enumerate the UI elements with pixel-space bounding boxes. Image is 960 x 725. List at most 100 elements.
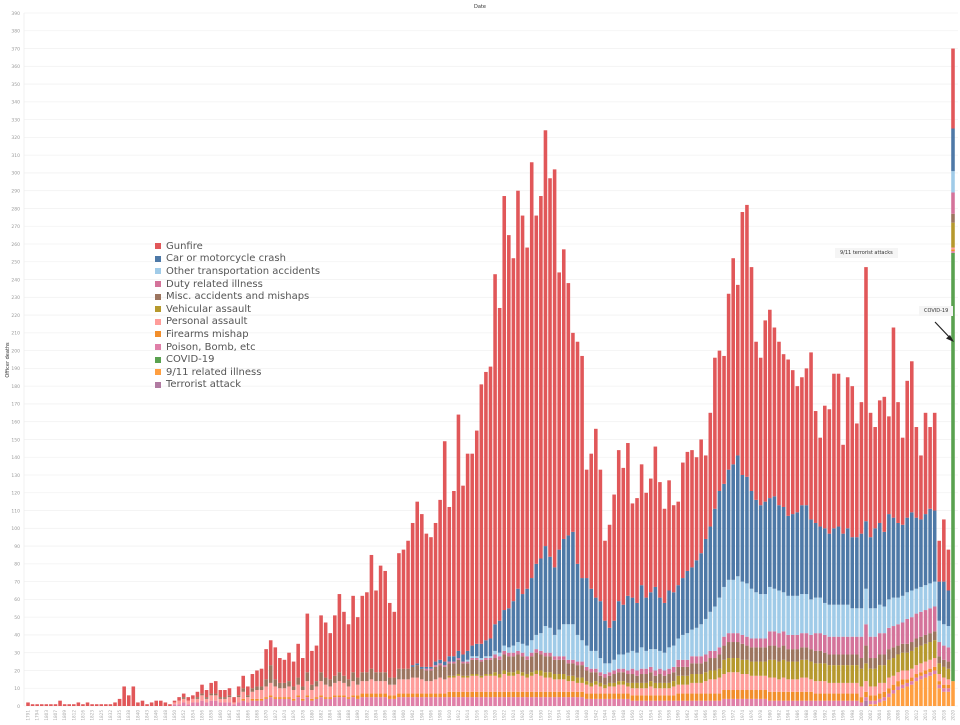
- bar-segment-misc-accidents-and-mishaps[interactable]: [507, 656, 511, 673]
- bar-segment-gunfire[interactable]: [35, 704, 39, 706]
- bar-segment-firearms-mishap[interactable]: [273, 697, 278, 699]
- bar-segment-duty-related-illness[interactable]: [713, 650, 717, 659]
- bar-segment-other-transportation-accidents[interactable]: [566, 624, 571, 660]
- bar-segment-personal-assault[interactable]: [626, 686, 630, 694]
- bar-segment-misc-accidents-and-mishaps[interactable]: [758, 647, 763, 662]
- bar-segment-misc-accidents-and-mishaps[interactable]: [415, 665, 420, 678]
- bar-segment-gunfire[interactable]: [603, 540, 607, 621]
- bar-segment-personal-assault[interactable]: [236, 697, 241, 703]
- bar-segment-firearms-mishap[interactable]: [300, 698, 305, 701]
- bar-segment-firearms-mishap[interactable]: [415, 693, 420, 698]
- bar-segment-duty-related-illness[interactable]: [850, 636, 855, 655]
- bar-1902[interactable]: [410, 522, 415, 706]
- bar-1850[interactable]: [172, 700, 177, 706]
- bar-segment-poison-bomb-etc[interactable]: [749, 698, 754, 706]
- bar-segment-vehicular-assault[interactable]: [868, 668, 873, 687]
- bar-segment-car-or-motorcycle-crash[interactable]: [932, 510, 937, 582]
- bar-segment-other-transportation-accidents[interactable]: [525, 645, 529, 657]
- bar-segment-poison-bomb-etc[interactable]: [671, 700, 676, 706]
- bar-segment-poison-bomb-etc[interactable]: [772, 700, 777, 706]
- bar-1812[interactable]: [72, 704, 76, 706]
- bar-segment-car-or-motorcycle-crash[interactable]: [914, 517, 919, 589]
- bar-segment-gunfire[interactable]: [342, 611, 346, 676]
- bar-segment-car-or-motorcycle-crash[interactable]: [612, 620, 616, 660]
- bar-segment-car-or-motorcycle-crash[interactable]: [717, 490, 722, 598]
- bar-segment-misc-accidents-and-mishaps[interactable]: [859, 658, 864, 669]
- bar-segment-other-transportation-accidents[interactable]: [891, 597, 896, 627]
- bar-segment-firearms-mishap[interactable]: [566, 691, 571, 698]
- bar-segment-gunfire[interactable]: [552, 169, 557, 568]
- bar-1891[interactable]: [360, 595, 365, 706]
- bar-1966[interactable]: [703, 455, 708, 706]
- bar-segment-other-transportation-accidents[interactable]: [882, 606, 887, 634]
- bar-segment-other-transportation-accidents[interactable]: [543, 626, 548, 653]
- bar-segment-duty-related-illness[interactable]: [539, 650, 543, 655]
- bar-2012[interactable]: [914, 427, 919, 706]
- bar-segment-9-11-related-illness[interactable]: [891, 693, 896, 706]
- bar-segment-personal-assault[interactable]: [543, 677, 548, 692]
- bar-segment-firearms-mishap[interactable]: [658, 695, 662, 701]
- bar-segment-duty-related-illness[interactable]: [447, 661, 452, 664]
- bar-segment-misc-accidents-and-mishaps[interactable]: [772, 645, 777, 660]
- bar-segment-duty-related-illness[interactable]: [548, 652, 552, 657]
- bar-segment-misc-accidents-and-mishaps[interactable]: [200, 693, 204, 696]
- bar-1892[interactable]: [365, 592, 369, 706]
- bar-segment-personal-assault[interactable]: [717, 677, 722, 694]
- bar-segment-gunfire[interactable]: [246, 686, 250, 696]
- bar-segment-misc-accidents-and-mishaps[interactable]: [465, 663, 470, 676]
- bar-segment-vehicular-assault[interactable]: [607, 682, 612, 687]
- bar-segment-gunfire[interactable]: [786, 359, 790, 516]
- bar-segment-duty-related-illness[interactable]: [529, 652, 534, 657]
- bar-segment-other-transportation-accidents[interactable]: [658, 650, 662, 669]
- bar-segment-duty-related-illness[interactable]: [653, 670, 658, 676]
- bar-segment-personal-assault[interactable]: [415, 677, 420, 694]
- bar-segment-other-transportation-accidents[interactable]: [616, 654, 621, 669]
- bar-segment-gunfire[interactable]: [465, 453, 470, 651]
- bar-segment-personal-assault[interactable]: [722, 674, 726, 691]
- bar-segment-duty-related-illness[interactable]: [786, 634, 790, 650]
- bar-segment-poison-bomb-etc[interactable]: [337, 697, 342, 706]
- bar-segment-misc-accidents-and-mishaps[interactable]: [836, 654, 841, 666]
- bar-segment-gunfire[interactable]: [278, 658, 282, 683]
- bar-segment-duty-related-illness[interactable]: [864, 624, 868, 646]
- bar-segment-duty-related-illness[interactable]: [882, 633, 887, 655]
- bar-segment-firearms-mishap[interactable]: [589, 693, 594, 699]
- bar-segment-other-transportation-accidents[interactable]: [699, 624, 703, 657]
- bar-segment-firearms-mishap[interactable]: [360, 693, 365, 698]
- bar-1864[interactable]: [236, 686, 241, 706]
- bar-segment-duty-related-illness[interactable]: [873, 636, 877, 659]
- bar-1874[interactable]: [282, 659, 287, 706]
- bar-segment-poison-bomb-etc[interactable]: [429, 697, 433, 706]
- bar-segment-misc-accidents-and-mishaps[interactable]: [397, 668, 401, 680]
- bar-segment-duty-related-illness[interactable]: [561, 656, 566, 660]
- bar-segment-personal-assault[interactable]: [813, 681, 818, 694]
- bar-segment-firearms-mishap[interactable]: [928, 668, 932, 673]
- bar-segment-duty-related-illness[interactable]: [543, 652, 548, 657]
- bar-segment-gunfire[interactable]: [763, 320, 768, 502]
- bar-segment-vehicular-assault[interactable]: [809, 661, 813, 680]
- bar-segment-poison-bomb-etc[interactable]: [351, 697, 355, 706]
- bar-segment-poison-bomb-etc[interactable]: [795, 700, 800, 706]
- bar-segment-poison-bomb-etc[interactable]: [200, 700, 204, 706]
- bar-segment-gunfire[interactable]: [323, 622, 328, 678]
- bar-segment-gunfire[interactable]: [442, 441, 447, 662]
- bar-1855[interactable]: [195, 691, 200, 706]
- bar-segment-personal-assault[interactable]: [653, 688, 658, 696]
- bar-segment-personal-assault[interactable]: [676, 684, 681, 694]
- bar-segment-duty-related-illness[interactable]: [937, 642, 942, 657]
- bar-segment-personal-assault[interactable]: [420, 679, 424, 694]
- bar-segment-personal-assault[interactable]: [191, 698, 195, 703]
- bar-1975[interactable]: [745, 204, 749, 706]
- bar-segment-gunfire[interactable]: [896, 402, 900, 523]
- bar-1911[interactable]: [452, 490, 456, 706]
- bar-segment-vehicular-assault[interactable]: [745, 659, 749, 675]
- bar-segment-personal-assault[interactable]: [493, 675, 497, 692]
- bar-1816[interactable]: [81, 704, 85, 706]
- bar-segment-firearms-mishap[interactable]: [264, 697, 268, 699]
- bar-segment-vehicular-assault[interactable]: [507, 672, 511, 676]
- bar-segment-misc-accidents-and-mishaps[interactable]: [493, 658, 497, 673]
- bar-segment-personal-assault[interactable]: [342, 682, 346, 696]
- bar-1978[interactable]: [758, 357, 763, 706]
- bar-segment-misc-accidents-and-mishaps[interactable]: [685, 666, 690, 676]
- bar-segment-poison-bomb-etc[interactable]: [937, 684, 942, 689]
